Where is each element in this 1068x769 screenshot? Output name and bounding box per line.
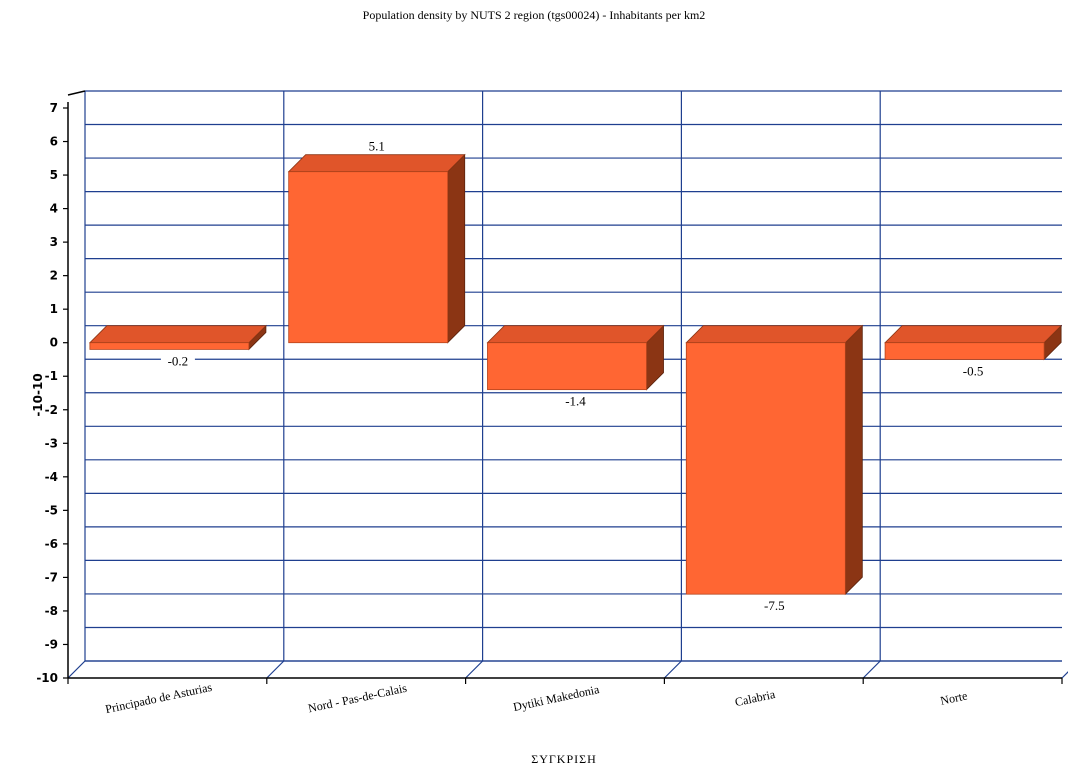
floor-gridline [465, 660, 484, 679]
category-label: Dytiki Makedonia [512, 682, 601, 714]
y-tick-label: -1 [45, 369, 58, 383]
bar-front [487, 342, 647, 391]
bar-front [685, 342, 846, 595]
bar-front [288, 171, 449, 344]
data-label: -1.4 [565, 394, 586, 409]
data-label: 5.1 [369, 139, 385, 154]
x-axis-label: ΣΥΓΚΡΙΣΗ [531, 752, 597, 766]
bar-3 [685, 324, 864, 596]
y-tick-label: -4 [45, 470, 58, 484]
category-label: Principado de Asturias [104, 680, 214, 716]
axis-layer: 7 6 5 4 3 2 1 0 -1 -2 -3 -4 -5 -6 -7 -8 -9 -10 [36, 90, 1063, 685]
floor-gridline [862, 660, 881, 679]
chart-title: Population density by NUTS 2 region (tgs… [362, 8, 706, 22]
y-tick-label: 6 [50, 135, 58, 149]
data-label-bg [363, 138, 391, 154]
bar-4 [884, 324, 1063, 361]
bar-top [88, 325, 267, 344]
y-axis-top [67, 90, 86, 96]
bar-2 [486, 324, 665, 391]
y-tick-label: 1 [50, 302, 58, 316]
bar-front [89, 342, 250, 350]
floor-gridline [1061, 671, 1068, 679]
y-tick-label: -7 [45, 570, 58, 584]
data-label-bg [160, 353, 195, 369]
floor-gridline [67, 660, 86, 679]
data-label: -0.5 [963, 363, 984, 378]
y-tick-label: -10 [36, 671, 58, 685]
bar-top [884, 325, 1063, 344]
bar-top [486, 325, 665, 344]
y-tick-label: -2 [45, 403, 58, 417]
data-label-bg [956, 363, 991, 379]
data-label-bg [558, 393, 593, 409]
bar-0 [88, 324, 267, 351]
y-tick-label: 5 [50, 168, 58, 182]
y-tick-label: -3 [45, 436, 58, 450]
bar-layer [88, 153, 1063, 596]
y-tick-label: -9 [45, 637, 58, 651]
floor-gridline [663, 660, 682, 679]
data-label: -7.5 [764, 598, 785, 613]
y-tick-label: -8 [45, 604, 58, 618]
y-tick-label: 0 [50, 336, 58, 350]
y-tick-label: 7 [50, 101, 58, 115]
data-label-bg [757, 598, 792, 614]
y-tick-label: 2 [50, 269, 58, 283]
category-label: Norte [939, 688, 969, 707]
y-axis-label: -10-10 [31, 373, 45, 416]
bar-front [884, 342, 1045, 360]
bar-top [685, 325, 864, 344]
y-tick-label: -5 [45, 503, 58, 517]
floor-gridline [266, 660, 285, 679]
y-tick-label: 3 [50, 235, 58, 249]
grid-layer [67, 90, 1068, 679]
data-label: -0.2 [168, 353, 189, 368]
y-tick-label: -6 [45, 537, 58, 551]
y-tick-label: 4 [50, 202, 58, 216]
bar-side [844, 324, 863, 596]
bar-top [287, 154, 466, 173]
category-label: Calabria [734, 687, 777, 709]
bar-1 [287, 153, 466, 344]
bar-side [447, 153, 466, 344]
category-label: Nord - Pas-de-Calais [307, 681, 409, 716]
